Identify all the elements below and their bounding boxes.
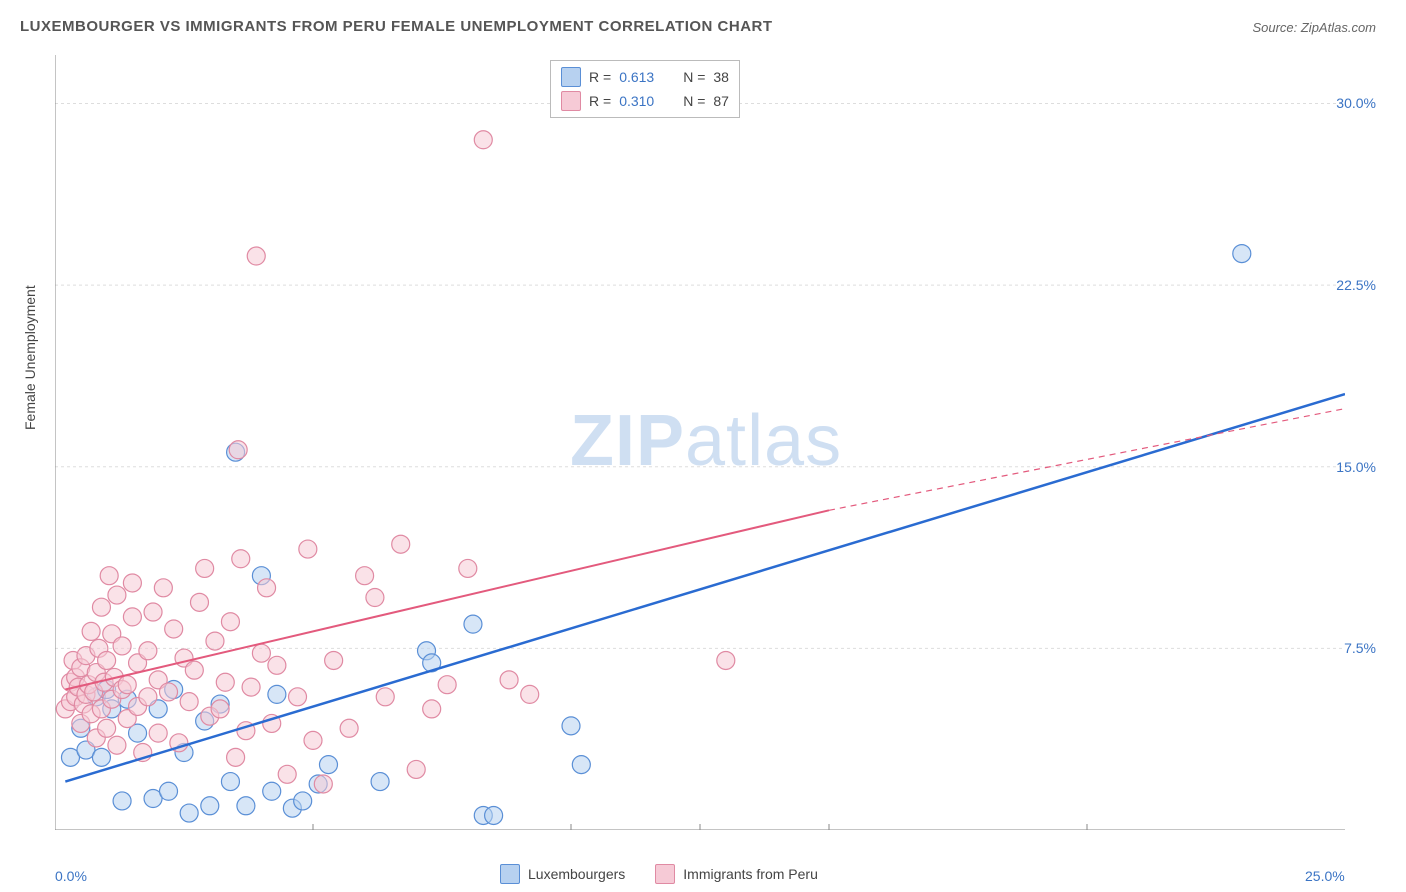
legend-correlation: R = 0.613 N = 38 R = 0.310 N = 87	[550, 60, 740, 118]
legend-R-label: R =	[589, 69, 611, 85]
legend-series-item: Immigrants from Peru	[655, 864, 818, 884]
legend-R-label: R =	[589, 93, 611, 109]
y-tick-label: 30.0%	[1336, 95, 1376, 111]
legend-R-value: 0.310	[619, 93, 667, 109]
legend-N-label: N =	[683, 93, 705, 109]
y-axis-label: Female Unemployment	[22, 285, 38, 430]
legend-series-label: Immigrants from Peru	[683, 866, 818, 882]
legend-R-value: 0.613	[619, 69, 667, 85]
legend-series-item: Luxembourgers	[500, 864, 625, 884]
legend-N-value: 87	[713, 93, 729, 109]
legend-N-label: N =	[683, 69, 705, 85]
x-tick-label: 0.0%	[55, 868, 87, 884]
source-label: Source: ZipAtlas.com	[1252, 20, 1376, 35]
chart-title: LUXEMBOURGER VS IMMIGRANTS FROM PERU FEM…	[20, 18, 773, 35]
legend-swatch	[561, 91, 581, 111]
legend-correlation-row: R = 0.310 N = 87	[561, 89, 729, 113]
legend-series-label: Luxembourgers	[528, 866, 625, 882]
legend-swatch	[500, 864, 520, 884]
legend-swatch	[561, 67, 581, 87]
legend-correlation-row: R = 0.613 N = 38	[561, 65, 729, 89]
x-tick-label: 25.0%	[1305, 868, 1345, 884]
y-tick-label: 7.5%	[1344, 640, 1376, 656]
legend-swatch	[655, 864, 675, 884]
y-tick-label: 15.0%	[1336, 459, 1376, 475]
scatter-plot	[55, 55, 1345, 830]
y-tick-label: 22.5%	[1336, 277, 1376, 293]
legend-N-value: 38	[713, 69, 729, 85]
legend-series: Luxembourgers Immigrants from Peru	[500, 864, 818, 884]
